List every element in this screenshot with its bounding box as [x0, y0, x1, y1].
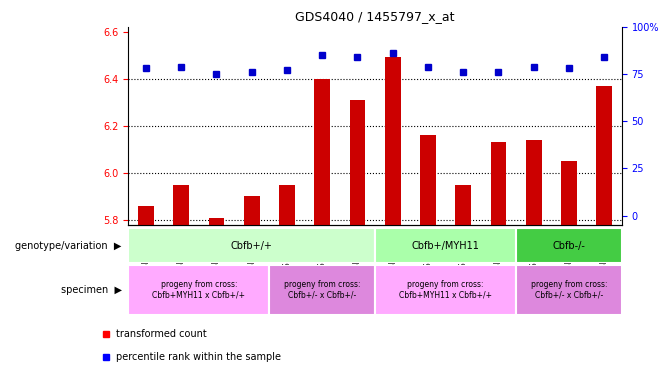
Text: progeny from cross:
Cbfb+MYH11 x Cbfb+/+: progeny from cross: Cbfb+MYH11 x Cbfb+/+ [399, 280, 492, 300]
Bar [173, 185, 189, 225]
Text: percentile rank within the sample: percentile rank within the sample [116, 352, 282, 362]
Bar [516, 265, 622, 315]
Bar [526, 140, 542, 225]
Title: GDS4040 / 1455797_x_at: GDS4040 / 1455797_x_at [295, 10, 455, 23]
Text: genotype/variation  ▶: genotype/variation ▶ [15, 241, 122, 251]
Bar [138, 206, 154, 225]
Bar [315, 79, 330, 225]
Bar [385, 58, 401, 225]
Bar [269, 265, 375, 315]
Bar [420, 135, 436, 225]
Bar [455, 185, 471, 225]
Bar [279, 185, 295, 225]
Bar [596, 86, 612, 225]
Bar [561, 161, 577, 225]
Bar [516, 228, 622, 263]
Bar [375, 228, 516, 263]
Text: transformed count: transformed count [116, 329, 207, 339]
Bar [349, 100, 365, 225]
Bar [128, 265, 269, 315]
Text: progeny from cross:
Cbfb+/- x Cbfb+/-: progeny from cross: Cbfb+/- x Cbfb+/- [284, 280, 361, 300]
Bar [490, 142, 507, 225]
Text: Cbfb+/+: Cbfb+/+ [231, 241, 272, 251]
Text: Cbfb-/-: Cbfb-/- [553, 241, 586, 251]
Text: specimen  ▶: specimen ▶ [61, 285, 122, 295]
Text: progeny from cross:
Cbfb+/- x Cbfb+/-: progeny from cross: Cbfb+/- x Cbfb+/- [531, 280, 607, 300]
Text: Cbfb+/MYH11: Cbfb+/MYH11 [412, 241, 480, 251]
Text: progeny from cross:
Cbfb+MYH11 x Cbfb+/+: progeny from cross: Cbfb+MYH11 x Cbfb+/+ [152, 280, 245, 300]
Bar [243, 196, 260, 225]
Bar [375, 265, 516, 315]
Bar [209, 218, 224, 225]
Bar [128, 228, 375, 263]
